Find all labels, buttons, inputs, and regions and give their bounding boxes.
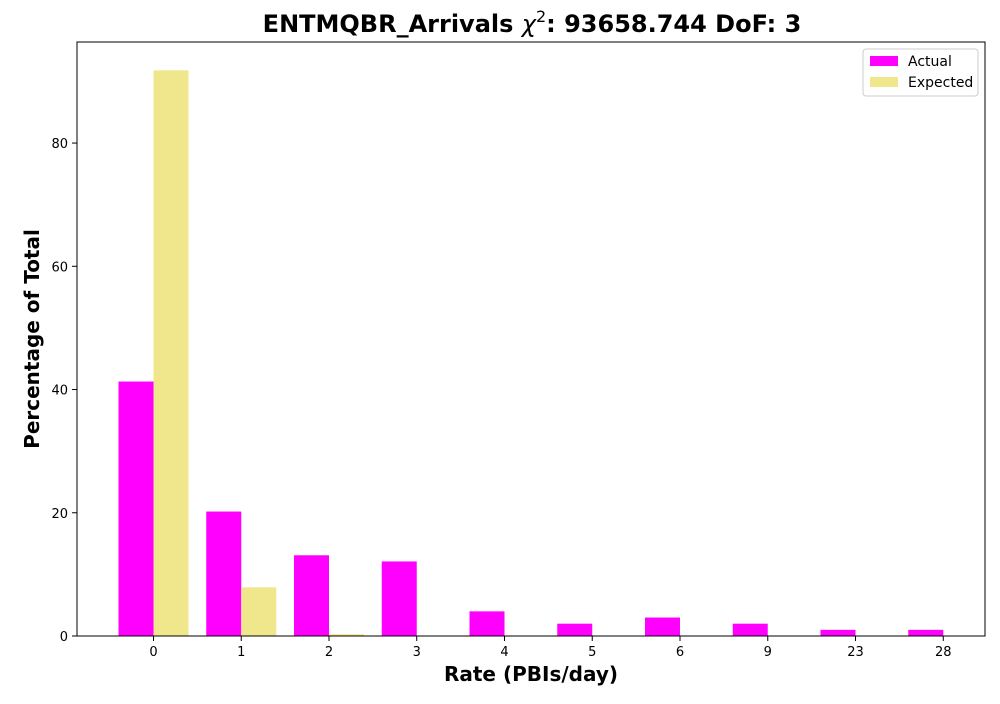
bar-expected-2 (329, 634, 364, 636)
chart-title-chi: χ (520, 10, 537, 38)
bars-group (118, 70, 944, 636)
bar-actual-6 (645, 617, 680, 636)
x-tick-label: 23 (847, 645, 864, 660)
x-tick-label: 9 (764, 645, 772, 660)
y-tick-label: 60 (51, 260, 68, 275)
x-tick-label: 2 (325, 645, 333, 660)
legend-label-expected: Expected (908, 75, 973, 91)
chart-title: ENTMQBR_Arrivals χ2: 93658.744 DoF: 3 (263, 7, 802, 38)
bar-expected-1 (241, 587, 277, 636)
bar-actual-2 (294, 555, 329, 636)
y-tick-label: 20 (51, 507, 68, 522)
chart-title-superscript: 2 (536, 7, 546, 26)
bar-actual-5 (557, 623, 593, 636)
y-axis-label: Percentage of Total (20, 229, 44, 449)
chart-title-suffix: : 93658.744 DoF: 3 (546, 10, 801, 38)
legend: Actual Expected (862, 48, 979, 97)
legend-swatch-expected (870, 77, 898, 87)
chart-title-prefix: ENTMQBR_Arrivals (263, 10, 522, 38)
x-axis-label: Rate (PBIs/day) (444, 662, 618, 686)
x-tick-label: 0 (149, 645, 157, 660)
x-tick-label: 4 (500, 645, 508, 660)
bar-actual-1 (206, 511, 242, 636)
x-tick-label: 5 (588, 645, 596, 660)
plot-frame (76, 41, 986, 637)
legend-label-actual: Actual (908, 54, 952, 70)
bar-expected-0 (153, 70, 189, 636)
x-tick-label: 6 (676, 645, 684, 660)
y-tick-label: 80 (51, 137, 68, 152)
bar-actual-3 (381, 561, 417, 636)
y-tick-label: 40 (51, 384, 68, 399)
axes-group (76, 41, 986, 637)
x-tick-label: 3 (413, 645, 421, 660)
bar-actual-0 (118, 381, 154, 636)
bar-actual-23 (820, 629, 856, 636)
legend-swatch-actual (870, 56, 898, 66)
y-ticks-group: 0 20 40 60 80 (51, 137, 77, 645)
y-tick-label: 0 (60, 630, 68, 645)
bar-actual-28 (908, 629, 944, 636)
x-tick-label: 28 (935, 645, 952, 660)
x-ticks-group: 0 1 2 3 4 5 6 9 23 28 (149, 636, 952, 660)
x-tick-label: 1 (237, 645, 245, 660)
chart-title-group: ENTMQBR_Arrivals χ2: 93658.744 DoF: 3 (263, 7, 802, 38)
bar-actual-9 (732, 623, 768, 636)
bar-actual-4 (469, 611, 505, 636)
